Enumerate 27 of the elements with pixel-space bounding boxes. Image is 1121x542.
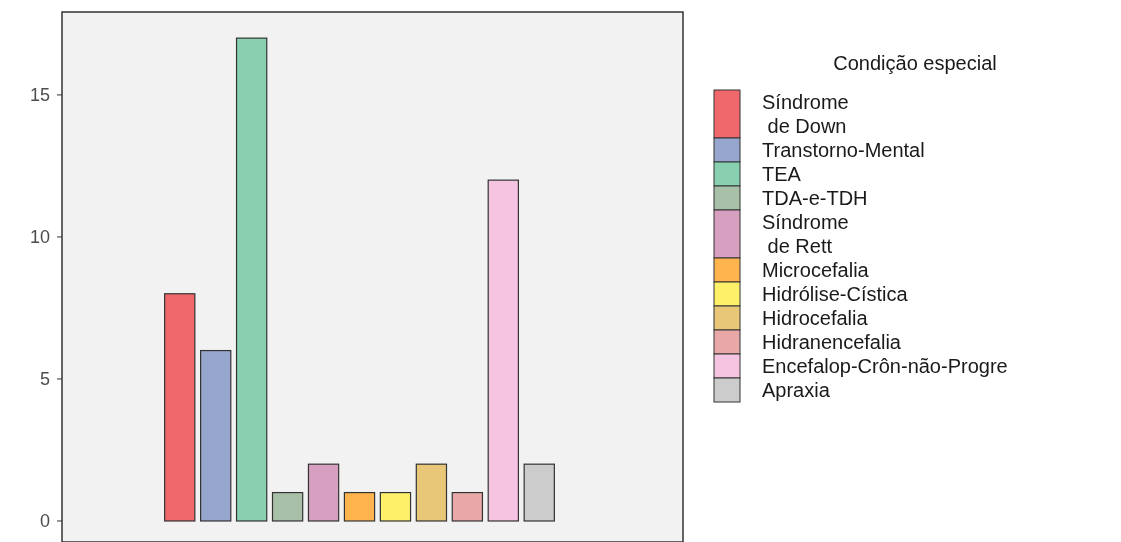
legend-label: Apraxia bbox=[762, 379, 831, 401]
legend-label: Hidrocefalia bbox=[762, 307, 869, 329]
bar bbox=[307, 463, 340, 522]
bar bbox=[343, 491, 376, 522]
bar bbox=[379, 491, 412, 522]
legend-label: Síndrome de Rett bbox=[762, 211, 849, 257]
y-tick-label: 15 bbox=[29, 85, 50, 106]
legend-label: Hidranencefalia bbox=[762, 331, 902, 353]
y-tick-label: 5 bbox=[39, 369, 50, 390]
bar bbox=[523, 463, 555, 522]
bar bbox=[200, 349, 232, 522]
legend-label: Microcefalia bbox=[762, 259, 870, 281]
legend-label: Encefalop-Crôn-não-Progre bbox=[762, 355, 1008, 377]
bar bbox=[235, 37, 268, 522]
legend-label: Hidrólise-Cística bbox=[762, 283, 909, 305]
bar bbox=[164, 293, 196, 522]
legend-title: Condição especial bbox=[833, 52, 997, 74]
legend-label: Transtorno-Mental bbox=[762, 139, 925, 161]
legend-label: TDA-e-TDH bbox=[762, 187, 868, 209]
y-tick-label: 10 bbox=[29, 227, 50, 248]
bar bbox=[415, 463, 448, 522]
bar bbox=[271, 491, 304, 522]
bar bbox=[487, 179, 519, 522]
bar bbox=[451, 491, 484, 522]
legend-label: Síndrome de Down bbox=[762, 91, 849, 137]
legend-label: TEA bbox=[762, 163, 802, 185]
y-tick-label: 0 bbox=[39, 511, 50, 532]
